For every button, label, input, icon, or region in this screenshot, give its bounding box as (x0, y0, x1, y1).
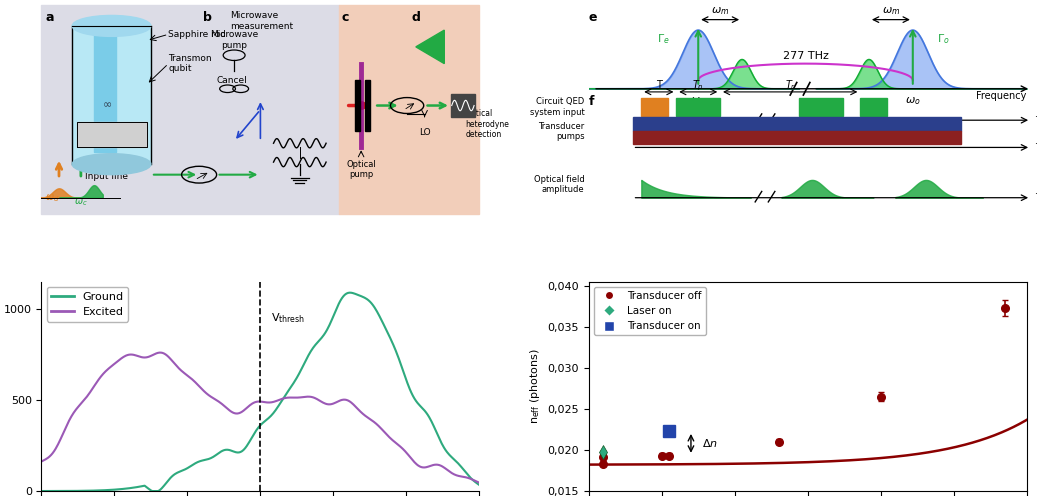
Text: Time: Time (1035, 193, 1037, 202)
Bar (798, 98, 843, 116)
Text: Time: Time (1035, 143, 1037, 152)
Bar (77, 123, 146, 147)
Bar (73, 26, 151, 164)
Text: LO: LO (419, 128, 430, 137)
Text: $\omega_o$: $\omega_o$ (905, 95, 921, 107)
Bar (633, 117, 961, 130)
Polygon shape (416, 30, 444, 63)
Text: Circuit QED
system input: Circuit QED system input (530, 97, 585, 117)
Bar (451, 94, 475, 117)
Text: $\omega_e$: $\omega_e$ (691, 95, 706, 107)
Legend: Transducer off, Laser on, Transducer on: Transducer off, Laser on, Transducer on (594, 287, 706, 335)
Text: $\omega_c$: $\omega_c$ (74, 196, 88, 208)
Bar (641, 98, 668, 116)
Text: $T_p$: $T_p$ (693, 78, 704, 93)
Text: Microwave
measurement: Microwave measurement (230, 11, 292, 31)
Text: $T_r$: $T_r$ (785, 78, 795, 92)
Legend: Ground, Excited: Ground, Excited (47, 287, 129, 321)
Text: Time: Time (1035, 116, 1037, 124)
Bar (633, 130, 961, 144)
Text: Transmon
qubit: Transmon qubit (168, 54, 213, 73)
Text: Frequency: Frequency (976, 91, 1027, 101)
Bar (676, 98, 720, 116)
Y-axis label: n$_{\mathregular{eff}}$ (photons): n$_{\mathregular{eff}}$ (photons) (528, 348, 542, 424)
Text: $\Delta n$: $\Delta n$ (702, 437, 718, 449)
Bar (94, 34, 116, 152)
Text: b: b (203, 11, 213, 24)
Text: Optical
heterodyne
detection: Optical heterodyne detection (466, 110, 509, 139)
Text: T: T (656, 80, 662, 90)
Text: ∞: ∞ (103, 101, 112, 111)
Text: a: a (46, 11, 54, 24)
Text: c: c (341, 11, 348, 24)
Text: $\omega_m$: $\omega_m$ (881, 5, 900, 17)
Text: Transducer
pumps: Transducer pumps (538, 122, 585, 141)
Text: Microwave
pump: Microwave pump (211, 30, 258, 50)
Text: Optomechanical pump: Optomechanical pump (749, 133, 844, 142)
Text: e: e (589, 11, 597, 24)
Text: $\omega_m$: $\omega_m$ (711, 5, 729, 17)
Ellipse shape (73, 15, 151, 36)
Bar (41, 5, 339, 214)
Text: 277 THz: 277 THz (783, 52, 829, 62)
Bar (365, 80, 370, 130)
Bar (339, 5, 479, 214)
Text: Optical
pump: Optical pump (346, 160, 376, 180)
Text: $\omega_d$: $\omega_d$ (46, 192, 60, 204)
Text: $\Gamma_e$: $\Gamma_e$ (656, 33, 670, 47)
Text: Cancel: Cancel (217, 76, 248, 85)
Bar (861, 98, 887, 116)
Text: d: d (412, 11, 420, 24)
Text: Electromechanical pump: Electromechanical pump (745, 120, 849, 128)
Bar (355, 80, 360, 130)
Text: $\Gamma_o$: $\Gamma_o$ (937, 33, 950, 47)
Text: Optical field
amplitude: Optical field amplitude (534, 175, 585, 194)
Text: f: f (589, 95, 594, 108)
Text: Input line: Input line (85, 172, 129, 181)
Text: V$_{\mathregular{thresh}}$: V$_{\mathregular{thresh}}$ (272, 311, 306, 325)
Text: Sapphire rod: Sapphire rod (168, 30, 226, 39)
Ellipse shape (73, 154, 151, 175)
